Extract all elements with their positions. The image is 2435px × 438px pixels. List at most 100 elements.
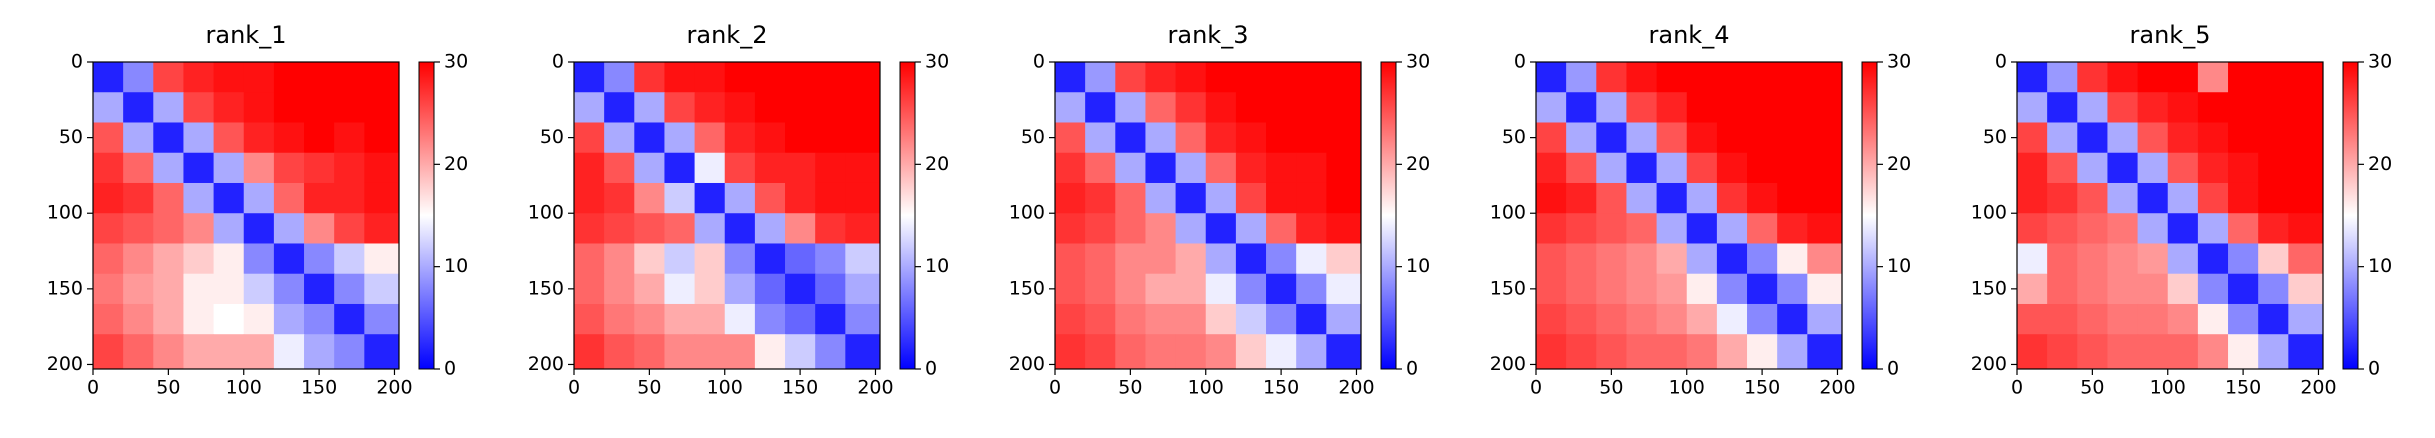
heatmap-cell: [1656, 152, 1688, 184]
y-tick-label: 100: [528, 202, 564, 224]
heatmap-cell: [334, 303, 365, 335]
heatmap-cell: [1747, 182, 1778, 214]
heatmap-cell: [1055, 273, 1086, 305]
x-tick-label: 0: [87, 377, 99, 399]
heatmap-cell: [1686, 213, 1718, 244]
heatmap-cell: [1777, 303, 1808, 335]
heatmap-cell: [123, 92, 154, 123]
heatmap-cell: [364, 152, 400, 184]
heatmap-cell: [2288, 62, 2324, 93]
panel-title: rank_1: [206, 21, 287, 49]
heatmap-cell: [1205, 213, 1237, 244]
y-tick-label: 50: [1983, 126, 2007, 148]
heatmap-cell: [1656, 303, 1688, 335]
heatmap-cell: [2167, 92, 2199, 123]
heatmap-cell: [1596, 122, 1627, 154]
heatmap-cell: [364, 213, 400, 244]
heatmap-cell: [785, 92, 816, 123]
heatmap-cell: [273, 303, 305, 335]
heatmap-cell: [273, 334, 305, 370]
heatmap-cell: [213, 152, 245, 184]
heatmap-cell: [2258, 213, 2289, 244]
plot-frame: [2016, 61, 2324, 370]
plot-frame: [1535, 61, 1843, 370]
heatmap-cell: [1175, 122, 1207, 154]
heatmap-cell: [574, 152, 605, 184]
heatmap-cell: [2258, 122, 2289, 154]
heatmap-cell: [1777, 152, 1808, 184]
y-tick-label: 100: [47, 202, 83, 224]
x-tick-label: 50: [637, 377, 661, 399]
heatmap-cell: [1716, 243, 1748, 275]
heatmap-cell: [1266, 334, 1297, 370]
heatmap-cell: [2167, 334, 2199, 370]
x-tick-label: 100: [707, 377, 743, 399]
heatmap-cell: [574, 243, 605, 275]
heatmap-cell: [2228, 243, 2259, 275]
heatmap-cell: [93, 62, 124, 93]
heatmap-cell: [123, 303, 154, 335]
heatmap-cell: [183, 122, 215, 154]
heatmap-cell: [634, 213, 665, 244]
heatmap-cell: [304, 273, 335, 305]
heatmap-cell: [2167, 152, 2199, 184]
heatmap-cell: [1596, 152, 1627, 184]
colorbar-tick-label: 30: [444, 51, 468, 73]
x-tick-label: 0: [568, 377, 580, 399]
heatmap-cell: [2047, 213, 2078, 244]
heatmap-cell: [1266, 303, 1297, 335]
heatmap-cell: [574, 303, 605, 335]
heatmap-cell: [664, 122, 696, 154]
heatmap-cell: [123, 62, 154, 93]
y-tick-label: 0: [1033, 51, 1045, 73]
heatmap-cell: [93, 182, 124, 214]
heatmap-cell: [724, 182, 756, 214]
heatmap-cell: [1085, 122, 1116, 154]
heatmap-cell: [694, 122, 726, 154]
y-tick-label: 50: [1502, 126, 1526, 148]
heatmap-cell: [1205, 62, 1237, 93]
heatmap-cell: [664, 152, 696, 184]
heatmap-cell: [364, 92, 400, 123]
heatmap-cell: [1716, 273, 1748, 305]
heatmap-cell: [2197, 213, 2229, 244]
colorbar-tick-label: 20: [2368, 153, 2392, 175]
heatmap-cell: [123, 122, 154, 154]
heatmap-cell: [1175, 273, 1207, 305]
heatmap-cell: [1686, 243, 1718, 275]
heatmap-cell: [2288, 243, 2324, 275]
heatmap-cell: [243, 243, 275, 275]
heatmap-cell: [754, 213, 786, 244]
heatmap-cell: [213, 122, 245, 154]
heatmap-cell: [754, 92, 786, 123]
colorbar: [1861, 61, 1878, 370]
panel-title: rank_2: [687, 21, 768, 49]
heatmap-cell: [815, 243, 846, 275]
heatmap-cell: [1145, 213, 1177, 244]
heatmap-cell: [1296, 92, 1327, 123]
heatmap-cell: [2197, 122, 2229, 154]
heatmap-cell: [664, 273, 696, 305]
heatmap-cell: [1235, 303, 1267, 335]
heatmap-cell: [153, 92, 184, 123]
heatmap-cell: [1115, 152, 1146, 184]
heatmap-cell: [664, 62, 696, 93]
heatmap-cell: [1596, 303, 1627, 335]
heatmap-cell: [724, 334, 756, 370]
heatmap-cell: [694, 273, 726, 305]
x-tick-label: 200: [2300, 377, 2336, 399]
heatmap-cell: [1626, 243, 1658, 275]
heatmap-cell: [2228, 122, 2259, 154]
heatmap-cell: [2107, 92, 2139, 123]
heatmap-cell: [845, 243, 881, 275]
heatmap-cell: [153, 152, 184, 184]
heatmap-cell: [1536, 334, 1567, 370]
heatmap-cell: [2017, 303, 2048, 335]
heatmap-cell: [1235, 182, 1267, 214]
heatmap-cell: [2017, 92, 2048, 123]
colorbar-tick-label: 10: [925, 255, 949, 277]
heatmap-cell: [93, 243, 124, 275]
heatmap-cell: [1747, 243, 1778, 275]
heatmap-cell: [845, 122, 881, 154]
heatmap-cell: [2258, 273, 2289, 305]
